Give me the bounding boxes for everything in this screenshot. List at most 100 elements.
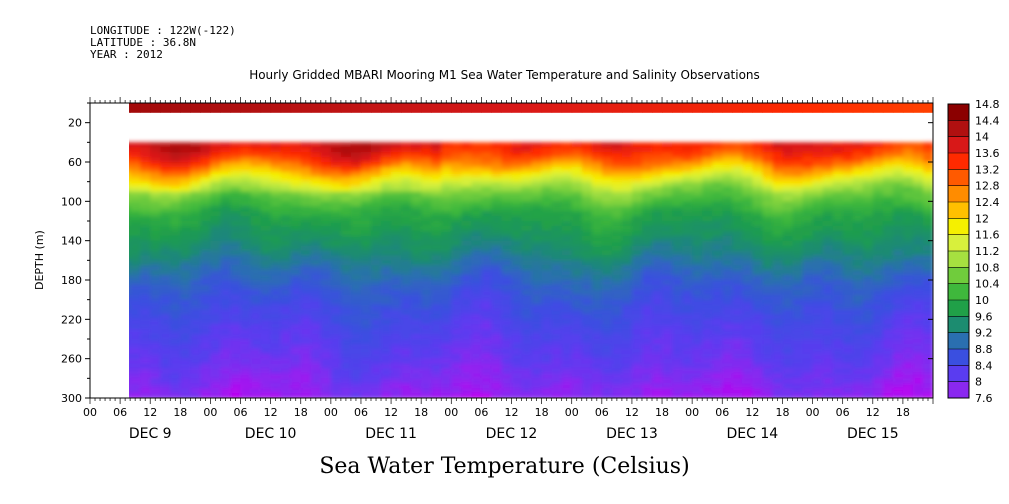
heat-cell bbox=[511, 270, 523, 277]
heat-cell bbox=[601, 270, 613, 277]
heat-cell bbox=[129, 230, 132, 237]
heat-cell bbox=[892, 191, 904, 198]
heat-cell bbox=[130, 378, 142, 385]
heat-cell bbox=[892, 157, 904, 163]
heat-cell bbox=[772, 348, 784, 355]
heat-cell bbox=[682, 265, 694, 272]
heat-cell bbox=[300, 235, 312, 242]
heat-cell bbox=[501, 176, 513, 183]
heat-cell bbox=[250, 294, 262, 301]
heat-cell bbox=[401, 196, 413, 203]
heat-cell bbox=[682, 216, 694, 222]
heat-cell bbox=[220, 275, 232, 281]
heat-cell bbox=[260, 363, 272, 370]
heat-cell bbox=[631, 363, 643, 370]
heat-cell bbox=[762, 225, 774, 232]
heat-cell bbox=[310, 176, 322, 183]
heat-cell bbox=[923, 284, 933, 291]
heat-cell bbox=[672, 319, 684, 326]
heat-cell bbox=[511, 289, 523, 296]
heat-cell bbox=[471, 245, 483, 252]
heat-cell bbox=[551, 265, 563, 272]
heat-cell bbox=[662, 176, 673, 183]
heat-cell bbox=[511, 216, 523, 222]
heat-cell bbox=[832, 388, 844, 395]
heat-cell bbox=[742, 353, 754, 360]
heat-cell bbox=[471, 255, 483, 262]
heat-cell bbox=[862, 358, 874, 365]
heat-cell bbox=[441, 191, 453, 198]
heat-cell bbox=[180, 265, 192, 272]
heat-cell bbox=[531, 270, 543, 277]
heat-cell bbox=[912, 162, 924, 168]
heat-cell bbox=[381, 181, 392, 188]
heat-cell bbox=[411, 388, 423, 395]
heat-cell bbox=[591, 309, 603, 316]
heat-cell bbox=[340, 230, 352, 237]
heat-cell bbox=[712, 393, 724, 398]
heat-cell bbox=[471, 368, 483, 375]
heat-cell bbox=[481, 235, 493, 242]
heat-cell bbox=[642, 289, 653, 296]
heat-cell bbox=[421, 314, 433, 321]
heat-cell bbox=[280, 393, 292, 398]
heat-cell bbox=[300, 230, 312, 237]
heat-cell bbox=[782, 166, 794, 173]
heat-cell bbox=[130, 235, 142, 242]
heat-cell bbox=[210, 250, 222, 257]
heat-cell bbox=[441, 284, 453, 291]
heat-cell bbox=[842, 235, 854, 242]
heat-cell bbox=[832, 201, 844, 208]
heat-cell bbox=[662, 299, 673, 306]
heat-cell bbox=[782, 191, 794, 198]
heat-cell bbox=[591, 284, 603, 291]
heat-cell bbox=[340, 191, 352, 198]
heat-cell bbox=[160, 181, 172, 188]
heat-cell bbox=[772, 294, 784, 301]
heat-cell bbox=[611, 157, 623, 163]
heat-cell bbox=[732, 206, 744, 213]
heat-cell bbox=[511, 235, 523, 242]
heat-cell bbox=[752, 270, 764, 277]
heat-cell bbox=[732, 250, 744, 257]
heat-cell bbox=[130, 304, 142, 311]
heat-cell bbox=[822, 275, 834, 281]
heat-cell bbox=[561, 319, 573, 326]
heat-cell bbox=[692, 358, 704, 365]
heat-cell bbox=[601, 353, 613, 360]
heat-cell bbox=[481, 201, 493, 208]
heat-cell bbox=[240, 339, 252, 345]
heat-cell bbox=[611, 334, 623, 340]
heat-cell bbox=[441, 314, 453, 321]
heat-cell bbox=[350, 353, 362, 360]
surface-band-cell bbox=[521, 103, 533, 113]
heat-cell bbox=[621, 358, 633, 365]
heat-cell bbox=[180, 166, 192, 173]
heat-cell bbox=[381, 339, 392, 345]
heat-cell bbox=[521, 368, 533, 375]
heat-cell bbox=[631, 314, 643, 321]
heat-cell bbox=[591, 358, 603, 365]
heat-cell bbox=[401, 240, 413, 247]
heat-cell bbox=[672, 284, 684, 291]
heat-cell bbox=[431, 142, 443, 149]
heat-cell bbox=[802, 221, 814, 227]
heat-cell bbox=[180, 289, 192, 296]
heat-cell bbox=[772, 196, 784, 203]
heat-cell bbox=[561, 324, 573, 331]
heat-cell bbox=[541, 181, 553, 188]
heat-cell bbox=[140, 373, 152, 380]
heat-cell bbox=[802, 157, 814, 163]
heat-cell bbox=[150, 206, 162, 213]
heat-cell bbox=[401, 225, 413, 232]
heat-cell bbox=[361, 166, 372, 173]
heat-cell bbox=[621, 250, 633, 257]
heat-cell bbox=[902, 166, 914, 173]
heat-cell bbox=[280, 339, 292, 345]
heat-cell bbox=[361, 235, 372, 242]
heat-cell bbox=[762, 314, 774, 321]
heat-cell bbox=[140, 216, 152, 222]
heat-cell bbox=[129, 353, 132, 360]
heat-cell bbox=[441, 270, 453, 277]
heat-cell bbox=[401, 147, 413, 154]
